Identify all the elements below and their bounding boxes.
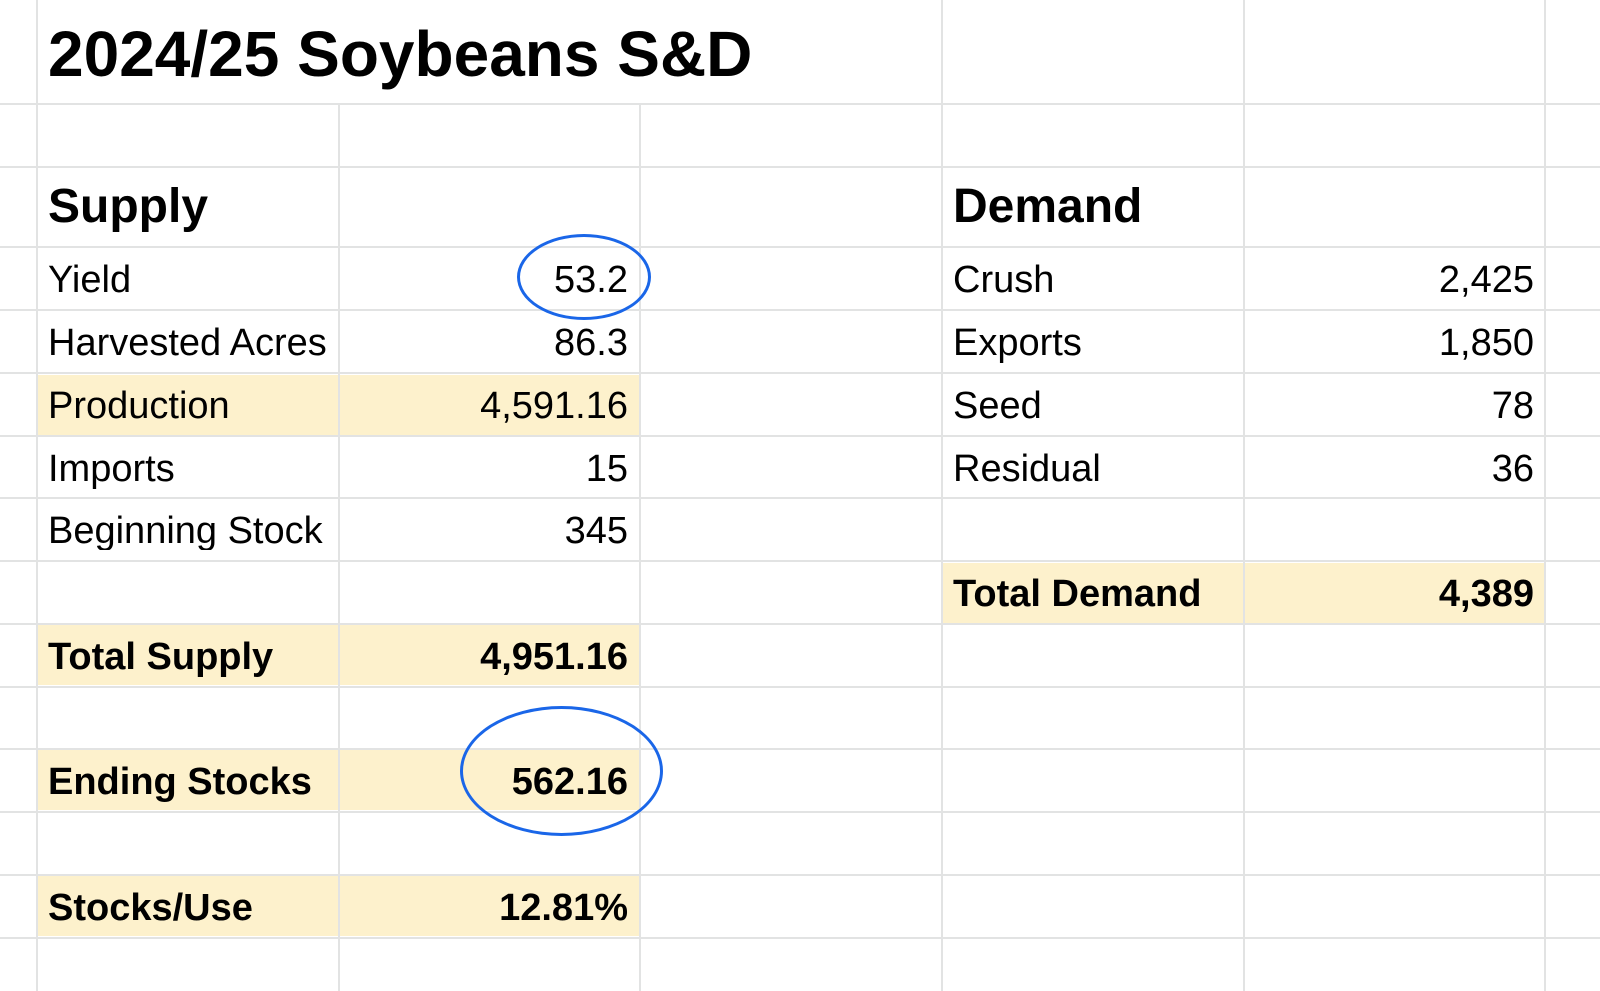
gridline-h [0, 309, 1600, 311]
stocks-use-value[interactable]: 12.81% [499, 887, 628, 929]
gridline-h [0, 686, 1600, 688]
demand-seed-value[interactable]: 78 [1491, 385, 1534, 427]
gridline-h [0, 246, 1600, 248]
gridline-v [941, 0, 943, 991]
supply-production-label[interactable]: Production [48, 385, 230, 427]
demand-residual-label[interactable]: Residual [953, 448, 1101, 490]
gridline-h [0, 748, 1600, 750]
gridline-h [0, 435, 1600, 437]
demand-exports-label[interactable]: Exports [953, 322, 1082, 364]
total-supply-value[interactable]: 4,951.16 [480, 636, 628, 678]
total-demand-value[interactable]: 4,389 [1438, 573, 1534, 615]
gridline-h [0, 811, 1600, 813]
demand-residual-value[interactable]: 36 [1491, 448, 1534, 490]
supply-beginning-stock-label[interactable]: Beginning Stock [48, 512, 323, 550]
gridline-h [0, 623, 1600, 625]
supply-production-value[interactable]: 4,591.16 [480, 385, 628, 427]
gridline-h [0, 874, 1600, 876]
supply-harvested-acres-value[interactable]: 86.3 [554, 322, 628, 364]
gridline-h [0, 937, 1600, 939]
demand-header[interactable]: Demand [953, 180, 1143, 233]
gridline-v [1243, 0, 1245, 991]
sheet-title[interactable]: 2024/25 Soybeans S&D [48, 18, 753, 90]
total-demand-label[interactable]: Total Demand [953, 573, 1202, 615]
gridline-v [639, 104, 641, 991]
demand-crush-value[interactable]: 2,425 [1438, 259, 1534, 301]
demand-seed-label[interactable]: Seed [953, 385, 1042, 427]
supply-yield-label[interactable]: Yield [48, 259, 132, 301]
demand-crush-label[interactable]: Crush [953, 259, 1055, 301]
demand-exports-value[interactable]: 1,850 [1438, 322, 1534, 364]
supply-beginning-stock-value[interactable]: 345 [564, 510, 628, 552]
gridline-h [0, 103, 1600, 105]
gridline-v [36, 0, 38, 991]
supply-imports-label[interactable]: Imports [48, 448, 175, 490]
supply-header[interactable]: Supply [48, 180, 209, 233]
gridline-h [0, 372, 1600, 374]
gridline-h [0, 166, 1600, 168]
ending-stocks-highlight-circle [460, 706, 663, 836]
supply-imports-value[interactable]: 15 [585, 448, 628, 490]
gridline-h [0, 497, 1600, 499]
stocks-use-label[interactable]: Stocks/Use [48, 887, 253, 929]
ending-stocks-label[interactable]: Ending Stocks [48, 761, 312, 803]
gridline-h [0, 560, 1600, 562]
total-supply-label[interactable]: Total Supply [48, 636, 274, 678]
yield-highlight-circle [517, 234, 651, 320]
gridline-v [338, 104, 340, 991]
gridline-v [1544, 0, 1546, 991]
supply-harvested-acres-label[interactable]: Harvested Acres [48, 324, 327, 362]
